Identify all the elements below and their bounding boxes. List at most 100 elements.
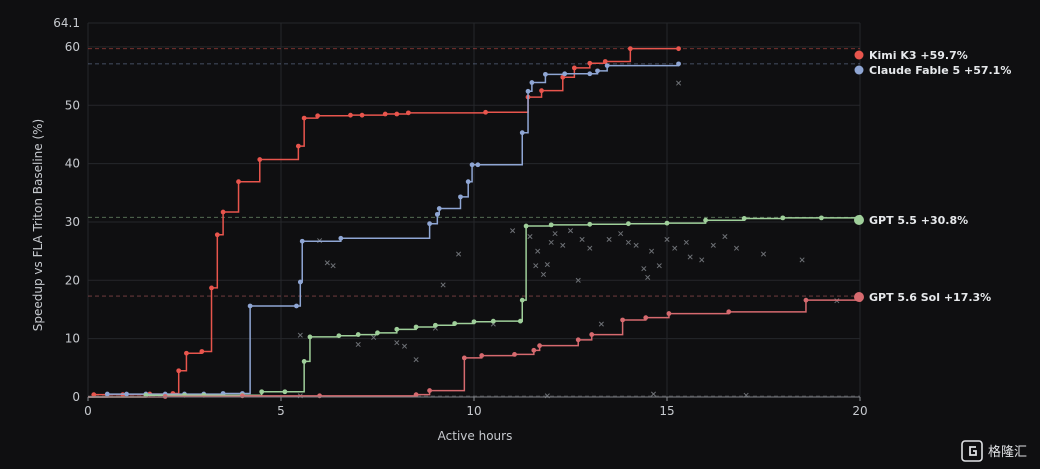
series-point bbox=[543, 71, 548, 77]
series-point bbox=[214, 232, 220, 238]
scatter-x-marker bbox=[544, 262, 550, 268]
scatter-x-marker bbox=[606, 236, 612, 243]
series-point bbox=[465, 179, 471, 185]
scatter-x-marker bbox=[722, 233, 728, 240]
series-point bbox=[643, 315, 649, 321]
series-point bbox=[176, 368, 182, 374]
series-point bbox=[295, 143, 301, 149]
series-point bbox=[479, 353, 485, 358]
series-point bbox=[199, 349, 205, 354]
scatter-x-marker bbox=[633, 242, 639, 248]
series-point bbox=[452, 321, 458, 326]
scatter-x-marker bbox=[540, 271, 547, 278]
series-point bbox=[307, 334, 313, 340]
series-point bbox=[780, 215, 786, 221]
scatter-x-marker bbox=[645, 274, 651, 280]
series-point bbox=[587, 60, 593, 66]
x-axis-label: Active hours bbox=[438, 429, 513, 443]
series-point bbox=[529, 80, 535, 85]
scatter-x-marker bbox=[618, 231, 624, 237]
series-point bbox=[519, 130, 525, 136]
series-point bbox=[575, 337, 581, 343]
series-point bbox=[803, 297, 809, 303]
scatter-x-marker bbox=[567, 228, 574, 234]
scatter-x-marker bbox=[799, 257, 805, 263]
series-point bbox=[531, 347, 537, 353]
series-point bbox=[490, 318, 496, 324]
watermark-text: 格隆汇 bbox=[988, 444, 1027, 460]
series-point bbox=[413, 324, 419, 330]
y-tick-label: 20 bbox=[65, 273, 80, 287]
scatter-x-marker bbox=[371, 334, 377, 341]
legend-label: Claude Fable 5 +57.1% bbox=[869, 64, 1011, 77]
scatter-x-marker bbox=[649, 248, 655, 254]
series-point bbox=[676, 46, 681, 52]
scatter-x-marker bbox=[575, 277, 581, 283]
series-point bbox=[666, 311, 672, 316]
y-tick-label: 50 bbox=[65, 98, 80, 112]
scatter-x-marker bbox=[710, 242, 716, 248]
series-point bbox=[162, 394, 168, 399]
scatter-x-marker bbox=[510, 228, 516, 234]
scatter-x-marker bbox=[297, 332, 303, 338]
series-point bbox=[604, 63, 610, 68]
series-point bbox=[602, 59, 608, 64]
series-point bbox=[124, 391, 129, 397]
scatter-x-marker bbox=[579, 236, 585, 243]
series-line-gpt-56-sol bbox=[88, 299, 861, 398]
series-point bbox=[294, 303, 299, 309]
scatter-x-marker bbox=[672, 245, 678, 251]
scatter-x-marker bbox=[413, 357, 419, 363]
series-point bbox=[741, 216, 747, 221]
scatter-x-marker bbox=[394, 340, 400, 346]
legend-marker bbox=[854, 215, 864, 225]
scatter-x-marker bbox=[548, 239, 554, 245]
scatter-x-marker bbox=[456, 251, 462, 257]
series-point bbox=[301, 359, 307, 364]
series-point bbox=[282, 389, 288, 395]
series-point bbox=[589, 332, 595, 337]
series-point bbox=[458, 194, 463, 200]
series-point bbox=[523, 223, 529, 229]
scatter-x-marker bbox=[355, 341, 361, 348]
y-tick-label: 40 bbox=[65, 157, 80, 171]
series-point bbox=[664, 220, 670, 226]
x-tick-label: 0 bbox=[84, 404, 92, 418]
series-point bbox=[394, 111, 400, 117]
legend-label: GPT 5.5 +30.8% bbox=[869, 214, 968, 227]
series-point bbox=[317, 393, 322, 399]
scatter-x-marker bbox=[625, 239, 631, 245]
series-point bbox=[519, 297, 525, 303]
legend: Kimi K3 +59.7% Claude Fable 5 +57.1% GPT 5… bbox=[854, 49, 1011, 304]
series-point bbox=[220, 209, 226, 215]
series-point bbox=[359, 112, 365, 118]
series-point bbox=[436, 206, 442, 211]
series-point bbox=[512, 352, 517, 357]
series-point bbox=[259, 389, 265, 395]
legend-marker bbox=[854, 292, 864, 302]
series-point bbox=[236, 179, 241, 185]
series-point bbox=[475, 162, 481, 168]
legend-marker bbox=[854, 50, 864, 60]
scatter-x-marker bbox=[560, 242, 566, 248]
legend-label: Kimi K3 +59.7% bbox=[869, 49, 968, 62]
x-tick-label: 10 bbox=[466, 404, 481, 418]
series-point bbox=[483, 109, 488, 115]
scatter-x-marker bbox=[533, 263, 539, 269]
series-point bbox=[348, 112, 353, 118]
series-point bbox=[336, 333, 342, 339]
y-tick-label: 64.1 bbox=[53, 16, 80, 30]
series-point bbox=[461, 355, 467, 361]
x-tick-label: 20 bbox=[852, 404, 867, 418]
y-tick-label: 10 bbox=[65, 332, 80, 346]
legend-label: GPT 5.6 Sol +17.3% bbox=[869, 291, 991, 304]
series-point bbox=[627, 46, 633, 52]
series-point bbox=[405, 110, 411, 116]
series-point bbox=[427, 388, 433, 393]
series-point bbox=[382, 111, 388, 117]
y-tick-label: 60 bbox=[65, 40, 80, 54]
scatter-x-marker bbox=[330, 263, 336, 269]
series-point bbox=[620, 317, 626, 323]
scatter-x-marker bbox=[656, 263, 662, 269]
